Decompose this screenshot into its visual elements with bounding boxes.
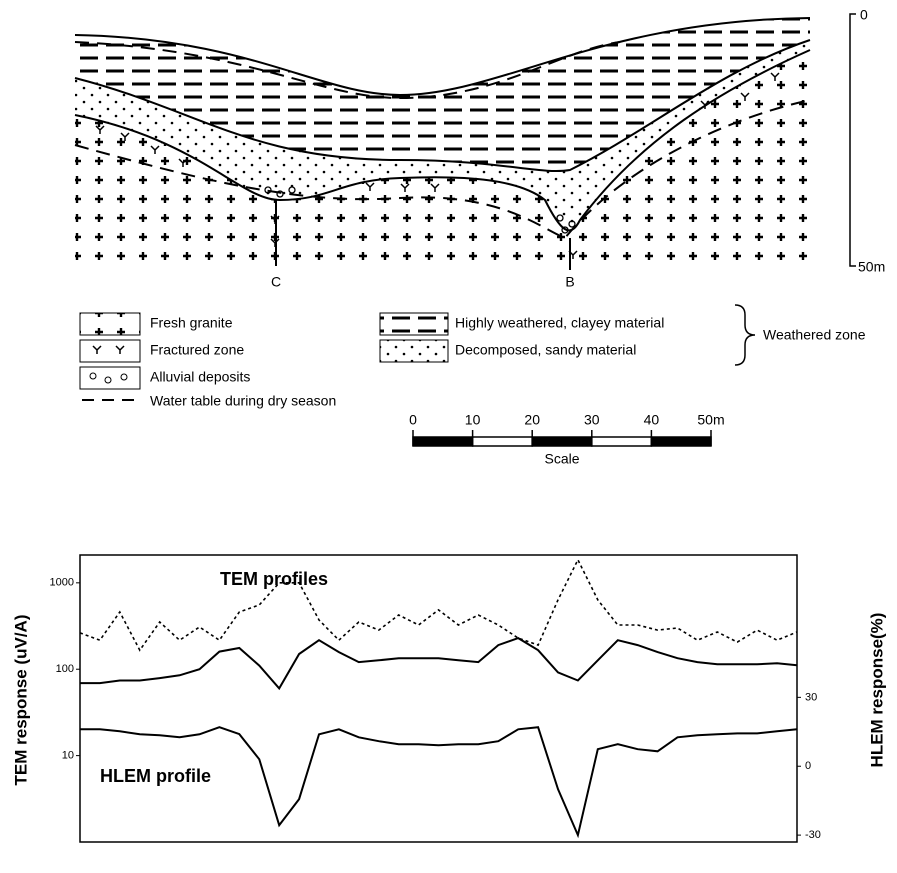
legend: Fresh granite Fractured zone Alluvial de… — [79, 304, 866, 409]
y2-tick-label: 30 — [805, 691, 817, 703]
scale-label: Scale — [544, 451, 579, 467]
profile-chart: TEM profiles HLEM profile TEM response (… — [11, 554, 886, 843]
legend-label: Decomposed, sandy material — [455, 342, 636, 358]
y-axis-label: TEM response (uV/A) — [11, 615, 30, 786]
alluvial-marks — [264, 186, 576, 234]
scale-tick-label: 30 — [584, 412, 600, 428]
plot-frame — [79, 554, 798, 843]
legend-label: Fractured zone — [150, 342, 244, 358]
sand-boundary — [74, 49, 811, 232]
sandy-zone-pattern — [75, 40, 810, 231]
legend-label: Alluvial deposits — [150, 369, 250, 385]
cross-section: C B 0 50m — [74, 7, 885, 290]
profile-line — [80, 636, 798, 691]
profile-line — [80, 726, 798, 839]
scale-segment — [650, 436, 712, 447]
annotation: HLEM profile — [100, 766, 211, 786]
scale-segment — [471, 436, 533, 447]
scale-segment — [412, 436, 474, 447]
point-label: B — [565, 274, 574, 290]
legend-label: Fresh granite — [150, 315, 233, 331]
scale-tick-label: 20 — [524, 412, 540, 428]
clay-boundary — [74, 39, 811, 173]
point-label: C — [271, 274, 281, 290]
legend-label: Highly weathered, clayey material — [455, 315, 664, 331]
y-tick-label: 1000 — [50, 577, 74, 589]
depth-label: 0 — [860, 7, 868, 23]
depth-axis — [849, 13, 856, 267]
scale-bar: 0 10 20 30 40 50m — [409, 412, 725, 447]
y-tick-label: 10 — [62, 750, 74, 762]
scale-segment — [531, 436, 593, 447]
brace — [734, 304, 756, 366]
legend-group-label: Weathered zone — [763, 327, 866, 343]
scale-segment — [591, 436, 653, 447]
y2-tick-label: -30 — [805, 829, 821, 841]
clay-zone — [75, 18, 810, 172]
y2-tick-label: 0 — [805, 760, 811, 772]
scale-tick-label: 0 — [409, 412, 417, 428]
scale-tick-label: 40 — [644, 412, 660, 428]
annotation: TEM profiles — [220, 569, 328, 589]
profile-line — [79, 558, 798, 652]
y2-axis-label: HLEM response(%) — [867, 613, 886, 768]
y-tick-label: 100 — [56, 663, 74, 675]
water-table-shallow — [74, 41, 621, 100]
ground-surface — [74, 17, 811, 97]
scale-tick-label: 50m — [697, 412, 724, 428]
granite-zone — [75, 50, 810, 265]
scale-tick-label: 10 — [465, 412, 481, 428]
depth-label: 50m — [858, 259, 885, 275]
legend-label: Water table during dry season — [150, 393, 336, 409]
water-table — [74, 99, 811, 240]
